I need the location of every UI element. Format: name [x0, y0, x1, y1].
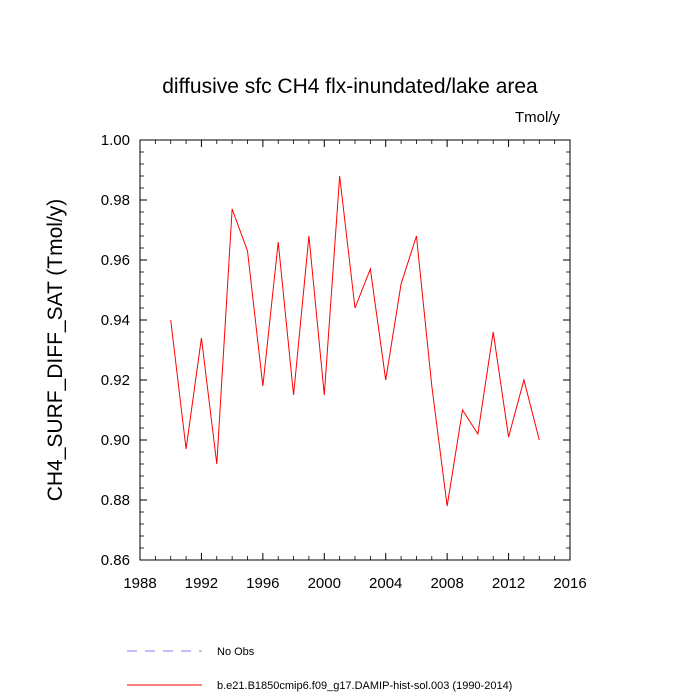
y-tick-label: 0.88: [101, 492, 130, 509]
plot-frame: [139, 139, 571, 561]
x-tick-label: 2000: [308, 575, 341, 592]
y-tick-label: 0.98: [101, 192, 130, 209]
x-tick-label: 2016: [553, 575, 586, 592]
x-tick-label: 2012: [492, 575, 525, 592]
units-label: Tmol/y: [515, 109, 561, 126]
x-tick-label: 2004: [369, 575, 402, 592]
x-tick-label: 1992: [185, 575, 218, 592]
x-tick-label: 2008: [430, 575, 463, 592]
tick-labels: 1988 1992 1996 2000 2004 2008 2012 2016 0.86 0.88…: [101, 132, 587, 592]
axis-ticks: [139, 139, 571, 561]
series-layer: [170, 175, 540, 507]
series-line: [170, 175, 540, 507]
y-tick-label: 0.92: [101, 372, 130, 389]
y-tick-label: 0.86: [101, 552, 130, 569]
y-tick-label: 0.94: [101, 312, 130, 329]
legend-label: b.e21.B1850cmip6.f09_g17.DAMIP-hist-sol.…: [217, 680, 512, 692]
chart-title: diffusive sfc CH4 flx-inundated/lake are…: [162, 75, 538, 98]
y-tick-label: 0.90: [101, 432, 130, 449]
y-axis-label: CH4_SURF_DIFF_SAT (Tmol/y): [44, 199, 67, 502]
y-tick-label: 1.00: [101, 132, 130, 149]
legend: No Obs b.e21.B1850cmip6.f09_g17.DAMIP-his…: [127, 646, 512, 692]
legend-label: No Obs: [217, 646, 255, 658]
x-tick-label: 1996: [246, 575, 279, 592]
y-tick-label: 0.96: [101, 252, 130, 269]
x-tick-label: 1988: [123, 575, 156, 592]
